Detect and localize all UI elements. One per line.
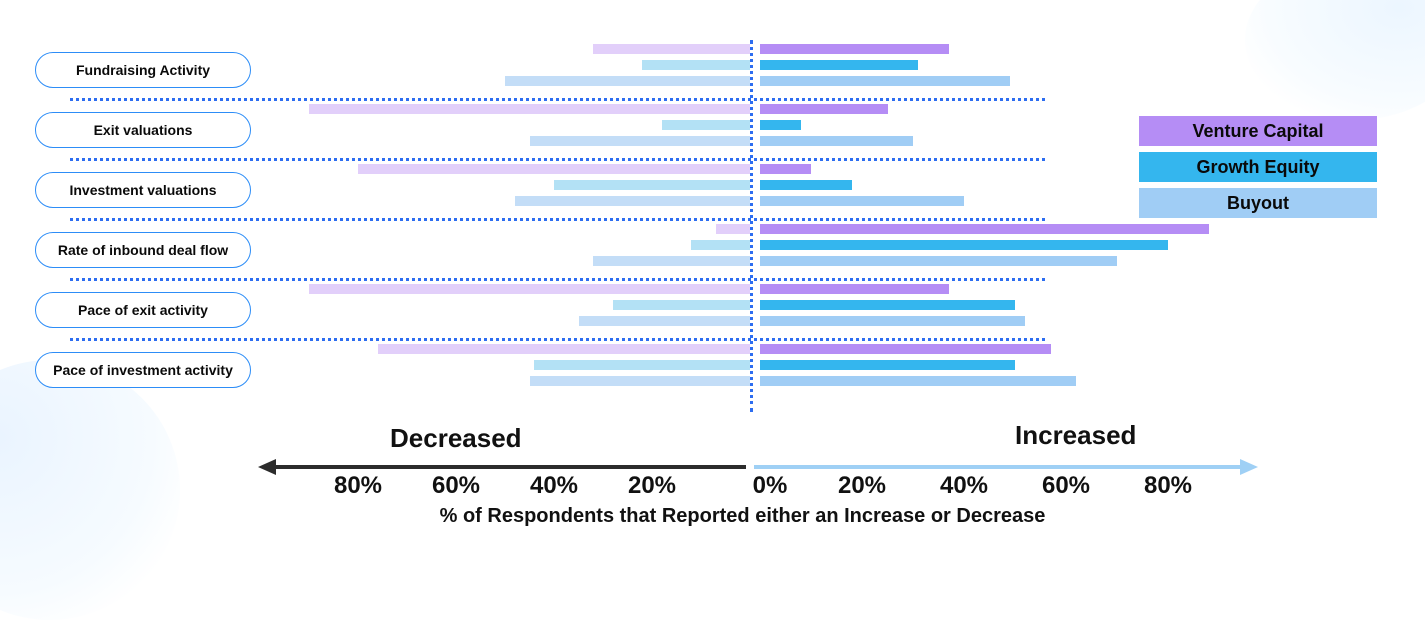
- axis-label-decreased: Decreased: [390, 423, 522, 454]
- bar-inc-ge: [760, 360, 1015, 370]
- tick-label: 20%: [628, 472, 676, 500]
- plot-area: [260, 40, 1260, 410]
- bar-dec-ge: [662, 120, 750, 130]
- bar-inc-vc: [760, 224, 1209, 234]
- bar-inc-ge: [760, 120, 801, 130]
- category-label: Investment valuations: [35, 172, 251, 208]
- bar-dec-vc: [716, 224, 750, 234]
- bar-inc-ge: [760, 180, 852, 190]
- bar-dec-buyout: [530, 376, 751, 386]
- tick-label: 40%: [530, 472, 578, 500]
- tick-label: 40%: [940, 472, 988, 500]
- legend: Venture Capital Growth Equity Buyout: [1139, 116, 1377, 224]
- bar-dec-ge: [642, 60, 750, 70]
- bar-dec-vc: [309, 284, 750, 294]
- legend-item-vc: Venture Capital: [1139, 116, 1377, 146]
- bar-inc-buyout: [760, 196, 964, 206]
- category-label: Fundraising Activity: [35, 52, 251, 88]
- axis-label-increased: Increased: [1015, 420, 1136, 451]
- center-axis-line: [750, 40, 753, 412]
- category-label: Pace of exit activity: [35, 292, 251, 328]
- bar-dec-vc: [378, 344, 750, 354]
- tick-label: 60%: [1042, 472, 1090, 500]
- bar-inc-vc: [760, 44, 949, 54]
- bar-dec-buyout: [579, 316, 751, 326]
- bar-dec-ge: [691, 240, 750, 250]
- row-divider: [70, 98, 1045, 101]
- bar-inc-buyout: [760, 136, 913, 146]
- tick-label: 80%: [1144, 472, 1192, 500]
- tick-label: 20%: [838, 472, 886, 500]
- tick-label: 60%: [432, 472, 480, 500]
- row-divider: [70, 158, 1045, 161]
- bar-dec-vc: [593, 44, 750, 54]
- bar-inc-vc: [760, 104, 888, 114]
- bar-dec-vc: [309, 104, 750, 114]
- legend-item-ge: Growth Equity: [1139, 152, 1377, 182]
- axis-caption: % of Respondents that Reported either an…: [30, 505, 1425, 528]
- category-label: Pace of investment activity: [35, 352, 251, 388]
- bar-inc-buyout: [760, 256, 1117, 266]
- bar-inc-vc: [760, 284, 949, 294]
- bar-dec-vc: [358, 164, 750, 174]
- bar-inc-ge: [760, 60, 918, 70]
- bar-dec-buyout: [593, 256, 750, 266]
- bar-inc-buyout: [760, 316, 1025, 326]
- row-divider: [70, 278, 1045, 281]
- category-label: Rate of inbound deal flow: [35, 232, 251, 268]
- bar-inc-buyout: [760, 76, 1010, 86]
- bar-dec-ge: [554, 180, 750, 190]
- row-divider: [70, 218, 1045, 221]
- tick-label: 0%: [753, 472, 788, 500]
- bar-dec-buyout: [505, 76, 750, 86]
- tick-label: 80%: [334, 472, 382, 500]
- bar-inc-buyout: [760, 376, 1076, 386]
- category-label: Exit valuations: [35, 112, 251, 148]
- row-divider: [70, 338, 1045, 341]
- bar-dec-ge: [534, 360, 750, 370]
- diverging-bar-chart: Fundraising Activity Exit valuations Inves…: [30, 40, 1395, 540]
- bar-dec-ge: [613, 300, 750, 310]
- bar-dec-buyout: [515, 196, 750, 206]
- bar-inc-ge: [760, 300, 1015, 310]
- bar-inc-vc: [760, 164, 811, 174]
- bar-inc-vc: [760, 344, 1051, 354]
- axis-ticks: 80% 60% 40% 20% 0% 20% 40% 60% 80%: [260, 472, 1260, 502]
- legend-item-buyout: Buyout: [1139, 188, 1377, 218]
- bar-dec-buyout: [530, 136, 751, 146]
- bar-inc-ge: [760, 240, 1168, 250]
